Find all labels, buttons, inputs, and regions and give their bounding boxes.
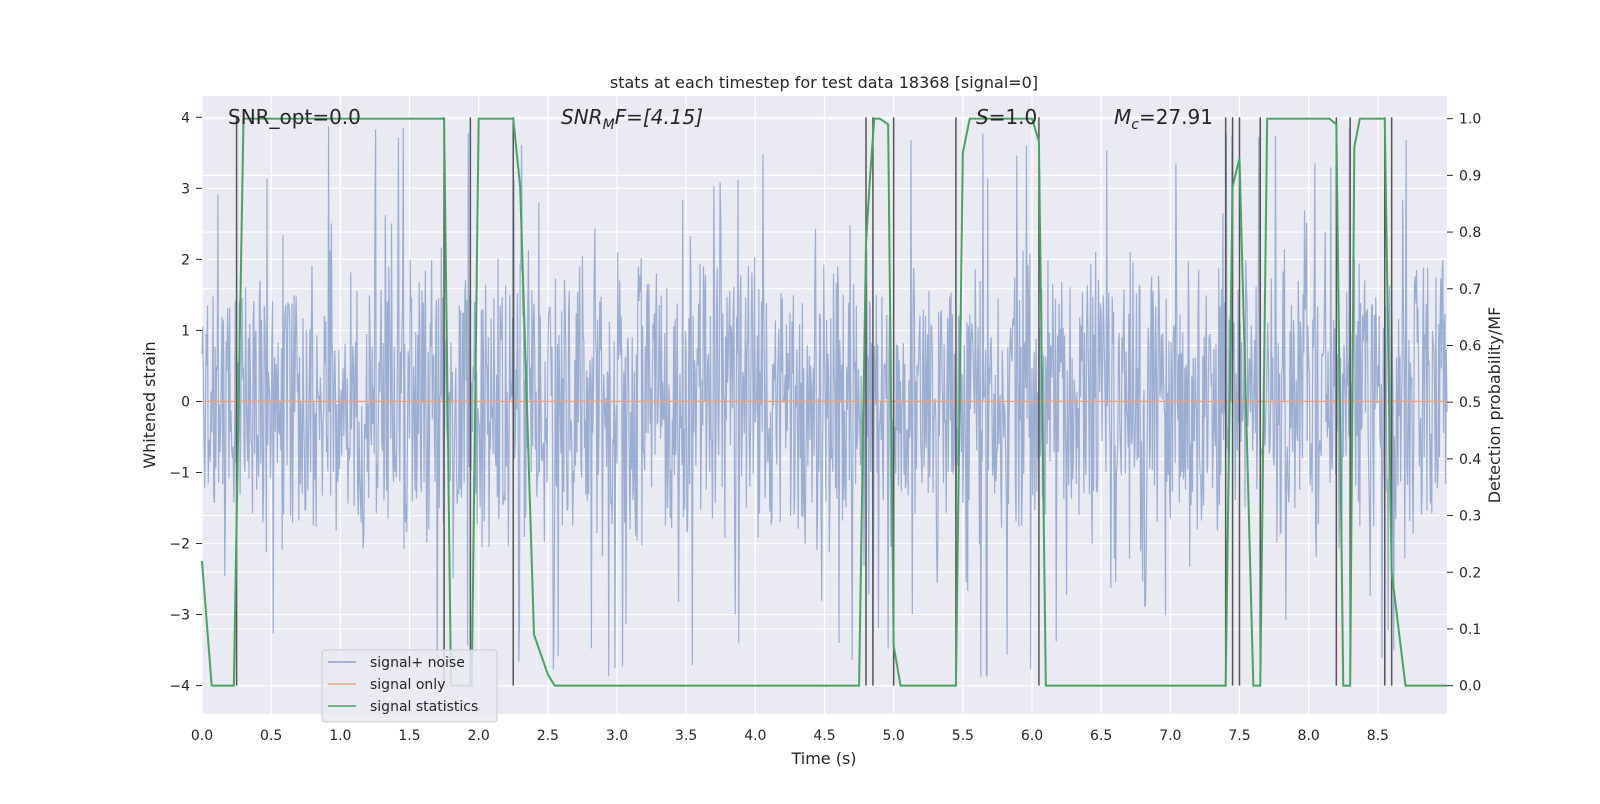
annotation-mc-main: M bbox=[1114, 105, 1131, 129]
y-tick-label: −2 bbox=[169, 537, 190, 553]
y-right-tick-label: 0.0 bbox=[1459, 679, 1481, 695]
y-right-tick-label: 0.6 bbox=[1459, 338, 1481, 354]
chart-title: stats at each timestep for test data 183… bbox=[610, 73, 1038, 92]
x-tick-label: 4.0 bbox=[744, 728, 766, 744]
y-tick-label: 3 bbox=[181, 181, 190, 197]
legend-label-noise: signal+ noise bbox=[370, 655, 465, 671]
y-tick-label: 2 bbox=[181, 252, 190, 268]
signal-statistics-series bbox=[201, 117, 1447, 687]
x-tick-label: 3.5 bbox=[675, 728, 697, 744]
x-tick-label: 6.0 bbox=[1021, 728, 1043, 744]
annotation-mc-rest: =27.91 bbox=[1139, 105, 1213, 129]
y-tick-label: −3 bbox=[169, 608, 190, 624]
annotation-mc: Mc=27.91 bbox=[1114, 105, 1213, 133]
x-tick-label: 5.0 bbox=[883, 728, 905, 744]
legend-label-statistics: signal statistics bbox=[370, 699, 478, 715]
y-tick-label: 1 bbox=[181, 323, 190, 339]
annotation-s-rest: =1.0 bbox=[989, 105, 1038, 129]
x-tick-labels: 0.0 0.5 1.0 1.5 2.0 2.5 3.0 3.5 4.0 4.5 5.0 5.5 6.0 6… bbox=[191, 728, 1389, 744]
y-right-tick-label: 0.8 bbox=[1459, 225, 1481, 241]
statistics-line bbox=[201, 117, 1447, 687]
x-tick-label: 2.0 bbox=[468, 728, 490, 744]
y-right-tick-labels: 0.0 0.1 0.2 0.3 0.4 0.5 0.6 0.7 0.8 0.9 1.0 bbox=[1447, 112, 1481, 695]
x-tick-label: 5.5 bbox=[952, 728, 974, 744]
trigger-lines bbox=[235, 117, 1393, 686]
x-tick-label: 1.5 bbox=[398, 728, 420, 744]
y-tick-label: −1 bbox=[169, 465, 190, 481]
annotation-mc-sub: c bbox=[1131, 117, 1139, 133]
x-tick-label: 7.0 bbox=[1159, 728, 1181, 744]
y-tick-label: 4 bbox=[181, 110, 190, 126]
x-tick-label: 0.5 bbox=[260, 728, 282, 744]
y-tick-label: −4 bbox=[169, 679, 190, 695]
annotation-s: S=1.0 bbox=[976, 105, 1037, 129]
annotation-snr-mf: SNRMF=[4.15] bbox=[561, 105, 703, 133]
annotation-snr-opt: SNR_opt=0.0 bbox=[228, 105, 361, 129]
y-right-tick-label: 0.1 bbox=[1459, 622, 1481, 638]
y-tick-label: 0 bbox=[181, 394, 190, 410]
annotation-snr-mf-sub: M bbox=[603, 117, 615, 133]
y-right-tick-label: 1.0 bbox=[1459, 112, 1481, 128]
x-tick-label: 4.5 bbox=[813, 728, 835, 744]
x-tick-label: 0.0 bbox=[191, 728, 213, 744]
annotation-snr-mf-main: SNR bbox=[561, 105, 603, 129]
y-right-axis-label: Detection probability/MF bbox=[1485, 307, 1504, 504]
y-tick-labels: −4 −3 −2 −1 0 1 2 3 4 bbox=[169, 110, 202, 695]
annotation-snr-mf-rest: F=[4.15] bbox=[615, 105, 703, 129]
x-tick-label: 6.5 bbox=[1090, 728, 1112, 744]
x-tick-label: 1.0 bbox=[329, 728, 351, 744]
y-right-tick-label: 0.5 bbox=[1459, 395, 1481, 411]
x-tick-label: 8.5 bbox=[1367, 728, 1389, 744]
legend-box bbox=[321, 649, 498, 723]
y-right-tick-label: 0.9 bbox=[1459, 168, 1481, 184]
y-right-tick-label: 0.7 bbox=[1459, 282, 1481, 298]
y-right-tick-label: 0.3 bbox=[1459, 509, 1481, 525]
annotation-s-main: S bbox=[976, 105, 989, 129]
y-right-tick-label: 0.4 bbox=[1459, 452, 1481, 468]
legend-label-signal-only: signal only bbox=[370, 677, 445, 693]
x-tick-label: 2.5 bbox=[537, 728, 559, 744]
x-tick-label: 7.5 bbox=[1228, 728, 1250, 744]
y-right-tick-label: 0.2 bbox=[1459, 565, 1481, 581]
x-tick-label: 3.0 bbox=[606, 728, 628, 744]
x-axis-label: Time (s) bbox=[790, 749, 856, 768]
x-tick-label: 8.0 bbox=[1298, 728, 1320, 744]
legend: signal+ noise signal only signal statist… bbox=[321, 649, 498, 723]
y-axis-label: Whitened strain bbox=[140, 341, 159, 468]
